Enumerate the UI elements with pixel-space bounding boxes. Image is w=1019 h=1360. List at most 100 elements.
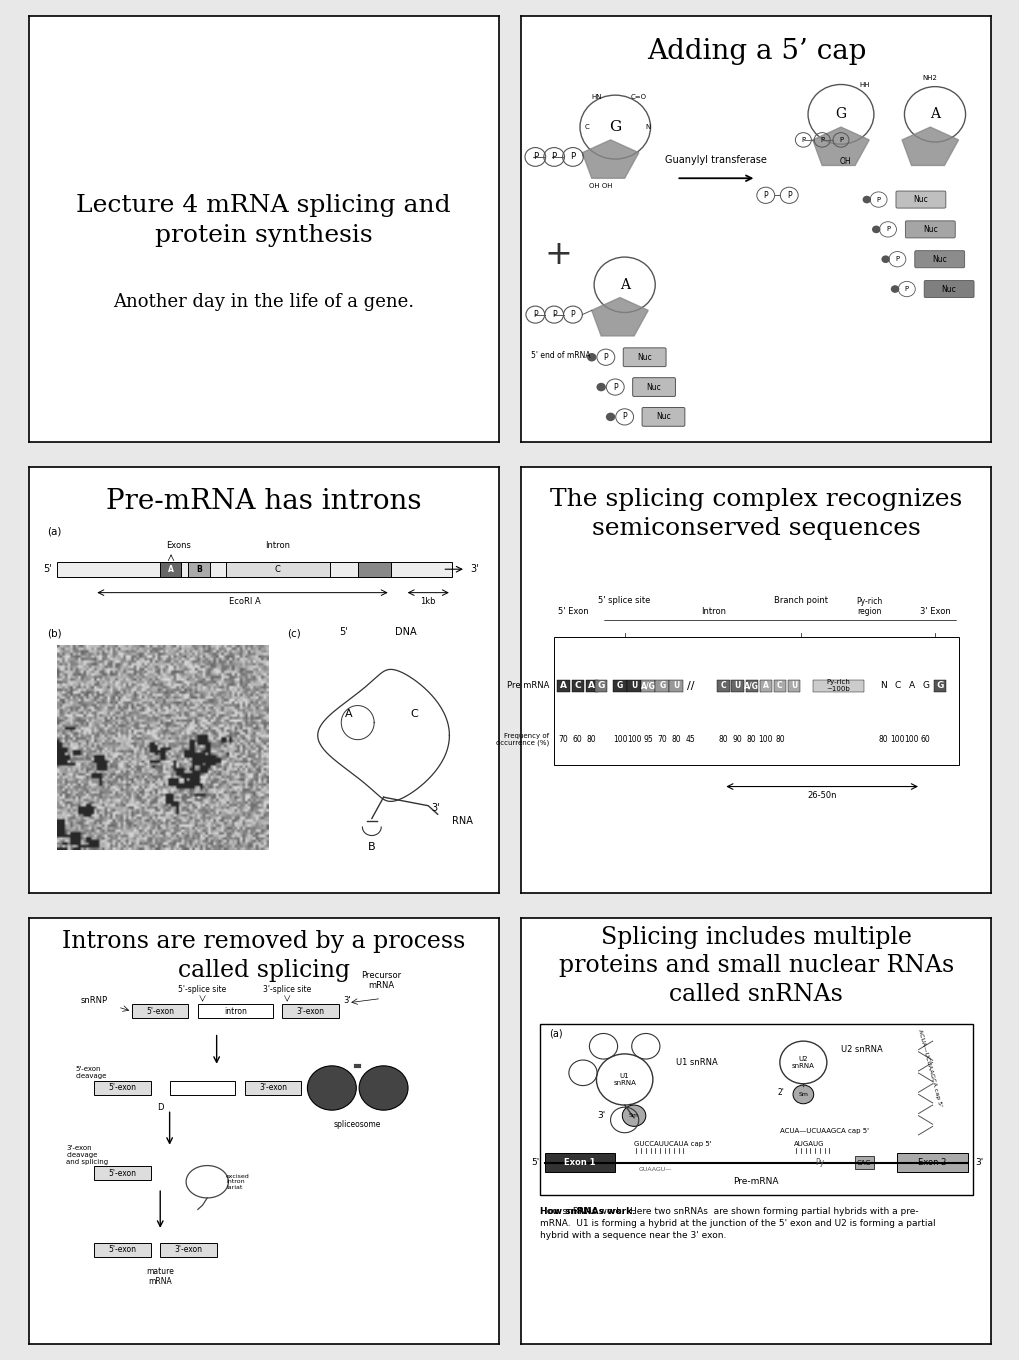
Bar [169, 1081, 235, 1095]
Text: Nuc: Nuc [637, 352, 651, 362]
Text: P: P [533, 310, 537, 320]
Text: A: A [908, 681, 914, 691]
Text: Nuc: Nuc [913, 194, 927, 204]
Bar [245, 1081, 301, 1095]
Text: 3'-exon: 3'-exon [297, 1006, 324, 1016]
Bar [759, 680, 771, 692]
Text: 3' Exon: 3' Exon [919, 607, 950, 616]
Text: AUGAUG: AUGAUG [793, 1141, 823, 1146]
Text: (a): (a) [47, 526, 62, 537]
Text: 5': 5' [339, 627, 347, 638]
Text: A: A [588, 681, 595, 691]
Text: A/G: A/G [640, 681, 655, 691]
Text: GUAAGU—: GUAAGU— [638, 1167, 672, 1172]
Text: 5'-exon: 5'-exon [108, 1168, 137, 1178]
Text: 80: 80 [746, 736, 756, 744]
Text: 2': 2' [776, 1088, 784, 1096]
Text: (b): (b) [47, 628, 62, 639]
Text: U1 snRNA: U1 snRNA [676, 1058, 717, 1068]
Text: ACUA—UCUAAGCA cap 5': ACUA—UCUAAGCA cap 5' [916, 1028, 942, 1107]
Text: +: + [544, 238, 573, 272]
Bar [556, 680, 569, 692]
Text: Nuc: Nuc [931, 254, 947, 264]
Text: G: G [597, 681, 604, 691]
Bar [198, 1005, 273, 1019]
Text: 5'-exon: 5'-exon [146, 1006, 174, 1016]
Text: 80: 80 [718, 736, 728, 744]
Text: 3': 3' [343, 996, 351, 1005]
Text: CAG: CAG [856, 1160, 871, 1166]
Text: P: P [551, 310, 556, 320]
Text: G: G [935, 681, 943, 691]
Bar [160, 1243, 216, 1257]
Bar [95, 1167, 151, 1180]
Text: Exons: Exons [166, 541, 192, 549]
Text: Sm: Sm [629, 1114, 639, 1118]
Bar [627, 680, 641, 692]
Text: U2
snRNA: U2 snRNA [791, 1057, 814, 1069]
Text: C: C [574, 681, 581, 691]
Bar [585, 680, 597, 692]
Text: Exon 2: Exon 2 [917, 1159, 946, 1167]
Bar [641, 680, 654, 692]
Circle shape [880, 256, 889, 262]
Bar [57, 562, 451, 577]
Text: RNA: RNA [451, 816, 472, 826]
Text: Py-rich
~100b: Py-rich ~100b [825, 680, 850, 692]
Text: Branch point: Branch point [773, 597, 827, 605]
Bar [897, 1153, 967, 1172]
Text: GUCCAUUCAUA cap 5': GUCCAUUCAUA cap 5' [634, 1141, 711, 1146]
Text: Pre-mRNA has introns: Pre-mRNA has introns [106, 488, 421, 515]
Text: U: U [631, 681, 637, 691]
Bar [160, 562, 181, 577]
Text: excised
intron
lariat: excised intron lariat [226, 1174, 250, 1190]
Text: P: P [904, 286, 908, 292]
Text: How snRNAs work.: How snRNAs work. [539, 1208, 635, 1216]
Text: 3': 3' [974, 1159, 982, 1167]
Circle shape [890, 286, 899, 292]
Text: Introns are removed by a process
called splicing: Introns are removed by a process called … [62, 930, 465, 982]
Circle shape [359, 1066, 408, 1110]
Text: 1kb: 1kb [420, 597, 435, 607]
Text: G: G [935, 681, 943, 691]
Bar [358, 562, 390, 577]
Bar [544, 1153, 614, 1172]
Text: Nuc: Nuc [646, 382, 660, 392]
Text: intron: intron [224, 1006, 247, 1016]
Text: P: P [875, 197, 879, 203]
Text: B: B [368, 842, 375, 851]
Text: 5'-exon
cleavage: 5'-exon cleavage [75, 1066, 107, 1080]
Text: C=O: C=O [630, 94, 646, 101]
Text: 5' Exon: 5' Exon [557, 607, 588, 616]
Bar [189, 562, 209, 577]
Text: 5'-splice site: 5'-splice site [178, 985, 226, 994]
Bar [612, 680, 627, 692]
Text: G: G [616, 681, 623, 691]
Text: N: N [645, 124, 650, 131]
Bar [668, 680, 683, 692]
Text: Sm: Sm [798, 1092, 808, 1098]
Text: P: P [762, 190, 767, 200]
Text: Nuc: Nuc [922, 224, 936, 234]
Text: 3': 3' [597, 1111, 605, 1121]
Text: Guanylyl transferase: Guanylyl transferase [664, 155, 766, 166]
Text: A: A [762, 681, 768, 691]
Text: 45: 45 [685, 736, 695, 744]
Text: U2 snRNA: U2 snRNA [840, 1044, 881, 1054]
Text: U: U [790, 681, 796, 691]
Bar [932, 680, 945, 692]
Text: P: P [886, 226, 890, 233]
Text: OH OH: OH OH [589, 182, 612, 189]
Text: HH: HH [858, 82, 869, 87]
Polygon shape [812, 126, 868, 166]
Text: 80: 80 [774, 736, 784, 744]
FancyBboxPatch shape [641, 408, 684, 426]
Text: 5': 5' [531, 1159, 539, 1167]
Text: B: B [197, 564, 202, 574]
Bar [95, 1081, 151, 1095]
Text: 100: 100 [612, 736, 627, 744]
Text: 100: 100 [890, 736, 904, 744]
Text: C: C [894, 681, 900, 691]
Text: Pre mRNA: Pre mRNA [506, 681, 549, 691]
Text: Nuc: Nuc [941, 284, 956, 294]
